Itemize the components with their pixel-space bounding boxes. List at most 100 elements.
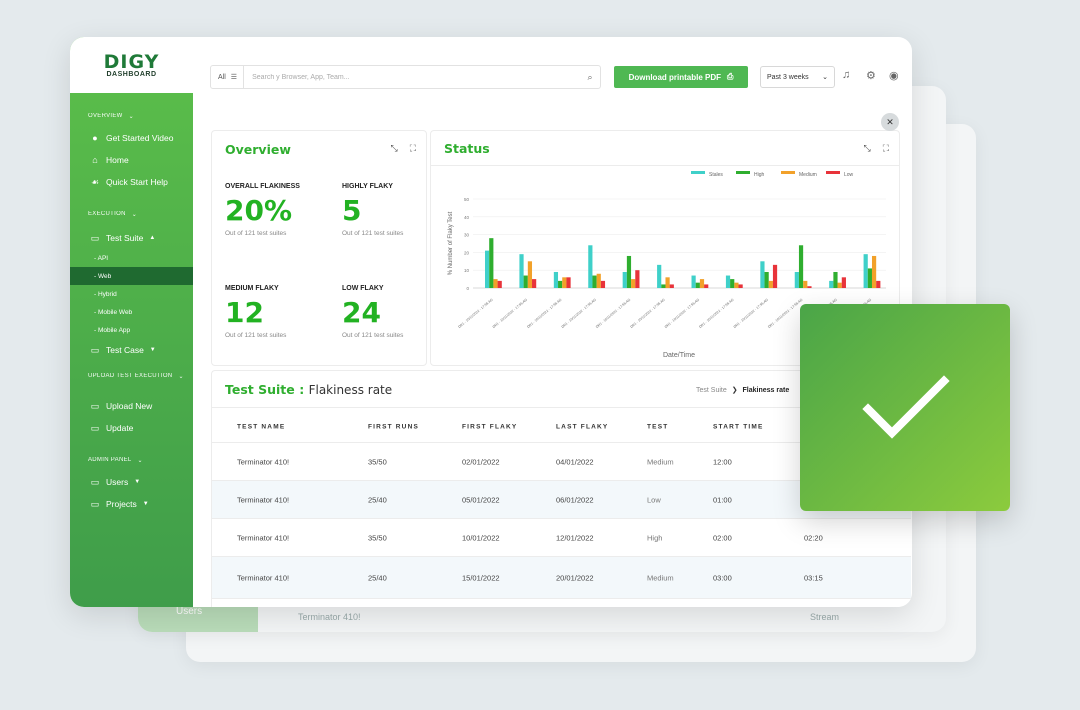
sidebar-item-quick-start[interactable]: ☙ Quick Start Help [70, 171, 193, 193]
cell-last-flaky: 04/01/2022 [556, 457, 594, 466]
collapse-icon[interactable]: ⤡ [390, 143, 398, 153]
cell-runs: 35/50 [368, 533, 387, 542]
sidebar-item-home[interactable]: ⌂ Home [70, 149, 193, 171]
close-icon[interactable]: ✕ [881, 113, 899, 131]
breadcrumb: Test Suite ❯ Flakiness rate [696, 386, 789, 394]
status-title: Status [444, 141, 490, 156]
overview-card: Overview ⤡ ⛶ OVERALL FLAKINESS 20% Out o… [211, 130, 427, 366]
test-suite-card: Test Suite : Flakiness rate Test Suite ❯… [211, 370, 911, 607]
metric-medium: MEDIUM FLAKY 12 Out of 121 test suites [225, 285, 286, 339]
bell-icon[interactable]: ♫ [842, 69, 851, 81]
metric-sub: Out of 121 test suites [342, 230, 404, 237]
chevron-down-icon: ⌄ [822, 74, 828, 81]
user-icon[interactable]: ◉ [889, 70, 899, 82]
search-icon[interactable]: ⌕ [587, 71, 593, 82]
table-row[interactable]: Terminator 410! 35/50 10/01/2022 12/01/2… [212, 519, 911, 557]
chevron-down-icon: ⌄ [137, 457, 143, 464]
column-header[interactable]: START TIME [713, 423, 764, 430]
cell-test: Medium [647, 573, 674, 582]
sidebar-subitem-web[interactable]: - Web [70, 267, 193, 285]
cell-first-flaky: 15/01/2022 [462, 573, 500, 582]
sidebar-item-test-case[interactable]: ▭ Test Case ▼ [70, 339, 193, 361]
sidebar-item-label: Test Suite [106, 233, 144, 243]
section-overview[interactable]: OVERVIEW ⌄ [70, 109, 193, 123]
success-check-card [800, 304, 1010, 511]
breadcrumb-parent[interactable]: Test Suite [696, 387, 727, 394]
search-filter[interactable]: All ☰ [211, 66, 245, 88]
breadcrumb-separator: ❯ [731, 387, 738, 394]
cell-start: 12:00 [713, 457, 732, 466]
sidebar-item-label: Get Started Video [106, 133, 174, 143]
column-header[interactable]: FIRST FLAKY [462, 423, 518, 430]
metric-label: HIGHLY FLAKY [342, 183, 393, 190]
legend-label: Medium [799, 172, 817, 178]
sidebar-item-update[interactable]: ▭ Update [70, 417, 193, 439]
logo[interactable]: DIGY DASHBOARD [70, 37, 193, 93]
card-actions: ⤡ ⛶ [863, 143, 889, 154]
legend-label: High [754, 172, 765, 178]
x-axis-label: Date/Time [663, 352, 695, 359]
sidebar-item-test-suite[interactable]: ▭ Test Suite ▲ [70, 227, 193, 249]
overview-title: Overview [225, 142, 291, 157]
sidebar-subitem-api[interactable]: - API [94, 254, 109, 262]
metric-label: LOW FLAKY [342, 285, 384, 292]
bar [657, 264, 662, 288]
metric-sub: Out of 121 test suites [225, 230, 287, 237]
bar [833, 271, 838, 288]
projects-icon: ▭ [90, 498, 100, 509]
bar [661, 284, 666, 288]
sidebar-item-projects[interactable]: ▭ Projects ▼ [70, 493, 193, 515]
table-title-main: Test Suite [225, 382, 295, 397]
section-upload[interactable]: UPLOAD TEST EXECUTION ⌄ [70, 369, 193, 383]
column-header[interactable]: TEST NAME [237, 423, 286, 430]
caret-down-icon: ▼ [134, 479, 141, 485]
cell-start: 03:00 [713, 573, 732, 582]
gear-icon[interactable]: ⚙ [866, 70, 876, 82]
section-execution[interactable]: EXECUTION ⌄ [70, 207, 193, 221]
sidebar: DIGY DASHBOARD OVERVIEW ⌄ ● Get Started … [70, 37, 193, 607]
metric-high: HIGHLY FLAKY 5 Out of 121 test suites [342, 183, 403, 237]
bar [738, 284, 743, 288]
table-subtitle: Flakiness rate [308, 383, 393, 397]
sidebar-subitem-mobile-app[interactable]: - Mobile App [94, 326, 131, 334]
section-admin[interactable]: ADMIN PANEL ⌄ [70, 453, 193, 467]
cell-runs: 35/50 [368, 457, 387, 466]
bar [523, 275, 528, 288]
caret-up-icon: ▲ [149, 235, 156, 241]
column-header[interactable]: LAST FLAKY [556, 423, 609, 430]
column-header[interactable]: TEST [647, 423, 669, 430]
x-tick-label: DR1 - 10/11/2022 - 17:55:AG [698, 297, 734, 328]
bar [527, 261, 533, 288]
ghost-users-label: Users [176, 606, 203, 617]
column-header[interactable]: FIRST RUNS [368, 423, 419, 430]
sidebar-item-users[interactable]: ▭ Users ▼ [70, 471, 193, 493]
legend-label: Stales [709, 172, 723, 178]
bar [566, 277, 571, 288]
table-row[interactable]: Terminator 410! 25/40 15/01/2022 20/01/2… [212, 557, 911, 599]
bar [803, 280, 808, 288]
search-input[interactable] [244, 73, 580, 81]
bar [704, 284, 709, 288]
users-icon: ▭ [90, 476, 100, 487]
cell-runs: 25/40 [368, 573, 387, 582]
x-tick-label: DR1 - 10/11/2022 - 17:55:AG [630, 297, 666, 328]
fullscreen-icon[interactable]: ⛶ [409, 143, 416, 153]
download-pdf-button[interactable]: Download printable PDF ⎙ [614, 66, 748, 88]
status-divider [431, 165, 899, 166]
metric-sub: Out of 121 test suites [225, 332, 287, 339]
table-row[interactable]: Terminator 410! 35/50 02/01/2022 04/01/2… [212, 443, 911, 481]
sidebar-subitem-mobile-web[interactable]: - Mobile Web [94, 308, 133, 316]
cell-end: 02:20 [804, 533, 823, 542]
bar [798, 245, 804, 288]
sidebar-item-get-started[interactable]: ● Get Started Video [70, 127, 193, 149]
sidebar-subitem-hybrid[interactable]: - Hybrid [94, 290, 117, 298]
table-row[interactable]: Terminator 410! 25/40 05/01/2022 06/01/2… [212, 481, 911, 519]
metric-value: 24 [342, 296, 381, 329]
bar [485, 250, 490, 288]
fullscreen-icon[interactable]: ⛶ [882, 143, 889, 153]
collapse-icon[interactable]: ⤡ [863, 143, 871, 153]
date-range-select[interactable]: Past 3 weeks ⌄ [760, 66, 835, 88]
sidebar-item-upload-new[interactable]: ▭ Upload New [70, 395, 193, 417]
cell-test: High [647, 533, 663, 542]
card-actions: ⤡ ⛶ [390, 143, 416, 154]
